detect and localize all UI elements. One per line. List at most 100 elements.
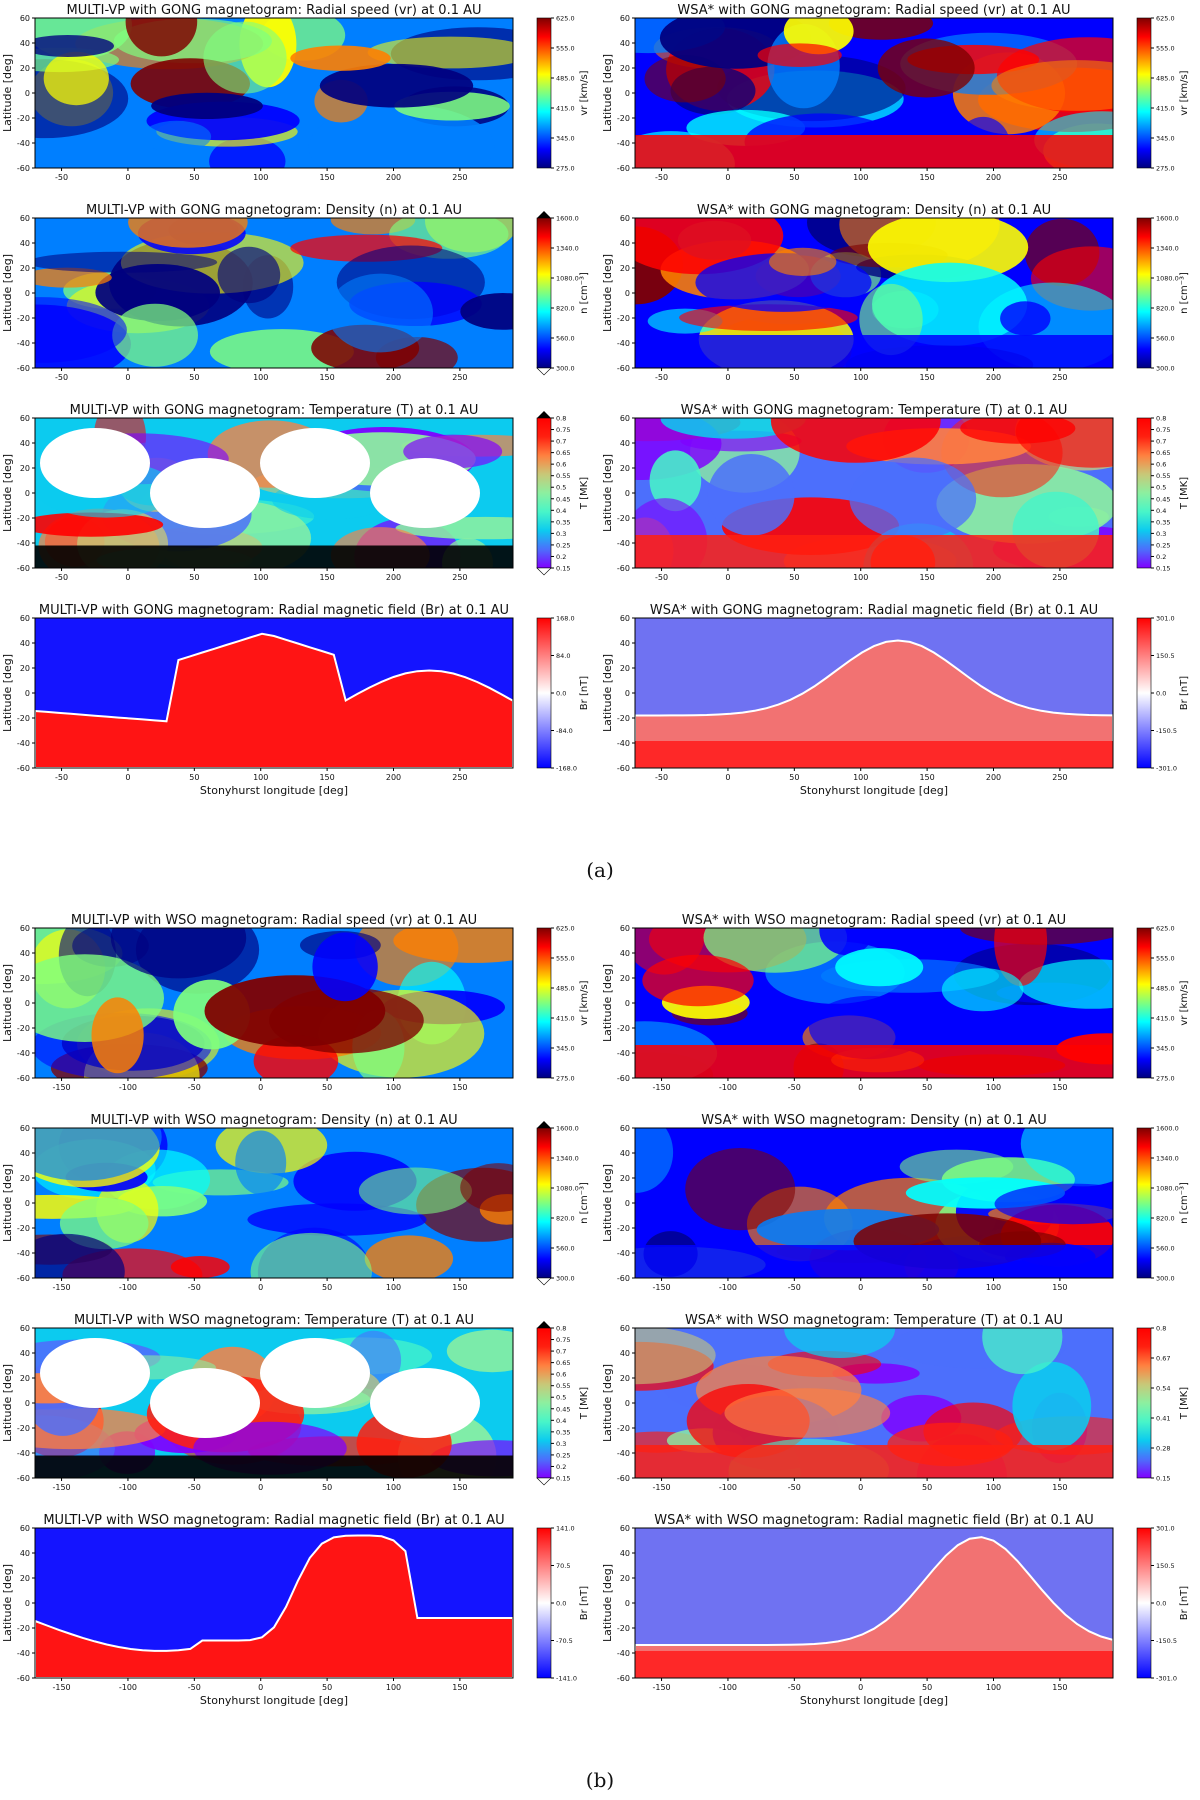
colorbar-label: n [cm⁻³]: [579, 1182, 590, 1224]
colorbar: [1136, 417, 1152, 569]
y-tick-label: 60: [20, 1124, 30, 1133]
colorbar-tick-label: 0.25: [556, 541, 570, 549]
x-tick-label: -50: [55, 173, 68, 182]
colorbar-tick-label: 560.0: [556, 1245, 575, 1253]
colorbar-tick-label: 0.35: [1156, 518, 1170, 526]
colorbar-tick-label: 0.25: [556, 1451, 570, 1459]
colorbar-tick-label: 0.35: [556, 518, 570, 526]
y-tick-label: 60: [620, 1124, 630, 1133]
x-tick-label: 0: [725, 773, 730, 782]
colorbar: [536, 927, 552, 1079]
panel-a-2-1: WSA* with GONG magnetogram: Temperature …: [601, 403, 1190, 582]
y-tick-label: 40: [20, 1349, 30, 1358]
colorbar-tick-label: -141.0: [556, 1675, 577, 1683]
x-tick-label: 0: [258, 1483, 263, 1492]
x-tick-label: -50: [655, 773, 668, 782]
heatmap-field: [635, 218, 1113, 368]
y-tick-label: 60: [620, 1324, 630, 1333]
panel-a-3-0: MULTI-VP with GONG magnetogram: Radial m…: [1, 603, 590, 797]
colorbar-tick-label: 0.4: [1156, 507, 1166, 515]
x-tick-label: 150: [1052, 1683, 1067, 1692]
y-axis-label: Latitude [deg]: [601, 1164, 614, 1242]
colorbar-tick-label: 1600.0: [1156, 1125, 1179, 1133]
y-tick-label: 0: [25, 289, 30, 298]
colorbar-extend-top: [537, 211, 551, 218]
caption-b: (b): [585, 1768, 615, 1792]
y-tick-label: -40: [617, 139, 630, 148]
colorbar-tick-label: 0.8: [556, 415, 566, 423]
colorbar-label: vr [km/s]: [579, 980, 590, 1025]
y-tick-label: 40: [20, 39, 30, 48]
x-tick-label: 50: [789, 773, 799, 782]
colorbar-tick-label: 415.0: [1156, 105, 1175, 113]
colorbar-tick-label: 345.0: [556, 135, 575, 143]
x-tick-label: 0: [858, 1283, 863, 1292]
x-tick-label: -50: [655, 573, 668, 582]
y-tick-label: -20: [17, 314, 30, 323]
colorbar-tick-label: 0.65: [1156, 449, 1170, 457]
x-axis-label: Stonyhurst longitude [deg]: [800, 784, 948, 797]
y-axis-label: Latitude [deg]: [1, 54, 14, 132]
x-tick-label: -150: [52, 1283, 70, 1292]
colorbar-tick-label: 301.0: [1156, 1525, 1175, 1533]
y-tick-label: -60: [617, 1674, 630, 1683]
x-tick-label: 200: [986, 173, 1001, 182]
colorbar-label: Br [nT]: [1179, 1586, 1190, 1620]
colorbar: [1136, 617, 1152, 769]
colorbar-tick-label: 485.0: [556, 75, 575, 83]
y-tick-label: -20: [617, 1024, 630, 1033]
y-axis-label: Latitude [deg]: [601, 964, 614, 1042]
x-tick-label: -150: [52, 1483, 70, 1492]
panel-a-1-0: MULTI-VP with GONG magnetogram: Density …: [1, 203, 590, 382]
y-axis-label: Latitude [deg]: [1, 454, 14, 532]
colorbar-tick-label: 0.75: [556, 1336, 570, 1344]
colorbar-tick-label: 0.5: [556, 484, 566, 492]
x-tick-label: 50: [789, 173, 799, 182]
y-axis-label: Latitude [deg]: [1, 1364, 14, 1442]
y-tick-label: 0: [25, 489, 30, 498]
y-tick-label: 40: [620, 39, 630, 48]
y-tick-label: 40: [20, 1149, 30, 1158]
colorbar-tick-label: 1600.0: [1156, 215, 1179, 223]
colorbar: [1136, 927, 1152, 1079]
x-tick-label: 150: [452, 1083, 467, 1092]
y-tick-label: 40: [620, 439, 630, 448]
colorbar-tick-label: 555.0: [556, 45, 575, 53]
colorbar-tick-label: 0.6: [556, 461, 566, 469]
y-tick-label: 0: [625, 289, 630, 298]
x-tick-label: 50: [922, 1683, 932, 1692]
colorbar: [536, 1527, 552, 1679]
colorbar-tick-label: 820.0: [556, 1215, 575, 1223]
colorbar: [1136, 1527, 1152, 1679]
y-tick-label: 0: [625, 689, 630, 698]
y-tick-label: -60: [17, 1074, 30, 1083]
colorbar-tick-label: -301.0: [1156, 1675, 1177, 1683]
x-tick-label: 0: [258, 1683, 263, 1692]
x-tick-label: 200: [986, 573, 1001, 582]
x-tick-label: -50: [788, 1683, 801, 1692]
y-tick-label: -20: [17, 1224, 30, 1233]
x-tick-label: 150: [919, 773, 934, 782]
y-tick-label: -40: [617, 739, 630, 748]
colorbar-tick-label: 0.7: [556, 438, 566, 446]
y-tick-label: -40: [617, 1449, 630, 1458]
colorbar-tick-label: 0.6: [556, 1371, 566, 1379]
colorbar-tick-label: 0.8: [1156, 1325, 1166, 1333]
colorbar-tick-label: 0.2: [1156, 553, 1166, 561]
x-tick-label: 50: [922, 1283, 932, 1292]
positive-polarity-region: [35, 1534, 513, 1678]
x-tick-label: 150: [452, 1283, 467, 1292]
heatmap-field: [635, 928, 1113, 1078]
y-tick-label: 60: [20, 614, 30, 623]
y-tick-label: -60: [617, 1074, 630, 1083]
x-tick-label: 0: [125, 373, 130, 382]
heatmap-field: [635, 1128, 1113, 1278]
y-tick-label: 40: [620, 1149, 630, 1158]
panel-title: WSA* with GONG magnetogram: Radial speed…: [677, 3, 1070, 18]
panel-a-0-1: WSA* with GONG magnetogram: Radial speed…: [601, 3, 1190, 182]
y-tick-label: -60: [17, 764, 30, 773]
y-tick-label: -60: [617, 164, 630, 173]
x-tick-label: 200: [986, 373, 1001, 382]
positive-polarity-region: [635, 1536, 1113, 1678]
x-tick-label: -150: [652, 1083, 670, 1092]
